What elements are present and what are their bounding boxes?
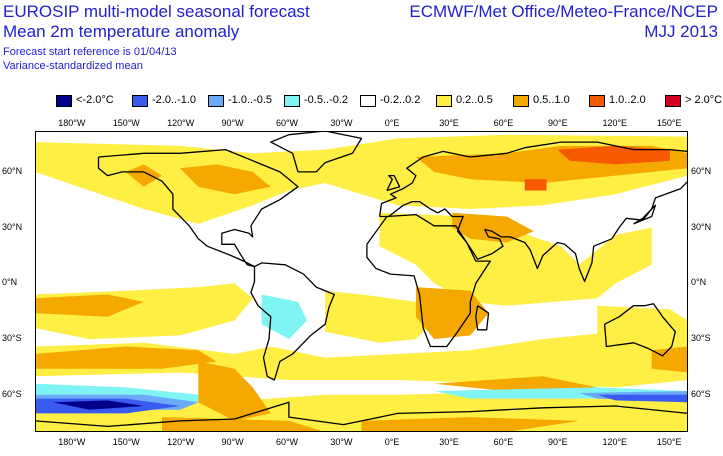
coastlines (35, 131, 688, 432)
legend-label: -1.0..-0.5 (228, 94, 273, 106)
longitude-tick-top: 0°E (384, 118, 400, 128)
legend-label: 1.0..2.0 (609, 94, 646, 106)
anomaly-region (651, 346, 688, 373)
legend-label: -0.5..-0.2 (304, 94, 349, 106)
coastline (97, 148, 299, 268)
latitude-tick-right: 30°S (691, 333, 711, 344)
longitude-tick-bottom: 60°W (275, 437, 299, 447)
longitude-tick-bottom: 150°W (112, 437, 140, 447)
anomaly-region (35, 294, 144, 317)
coastline (270, 131, 363, 173)
legend-swatch (436, 95, 452, 107)
forecast-reference: Forecast start reference is 01/04/13 (3, 46, 177, 58)
legend-swatch (284, 95, 300, 107)
anomaly-region (325, 290, 435, 343)
longitude-tick-bottom: 150°E (656, 437, 682, 447)
map-border (35, 131, 688, 432)
anomaly-region (379, 212, 652, 306)
legend-label: 0.5..1.0 (533, 94, 570, 106)
legend-label: > 2.0°C (685, 94, 723, 106)
longitude-tick-top: 120°E (602, 118, 628, 128)
latitude-tick-left: 60°N (2, 165, 23, 176)
latitude-tick-left: 30°S (2, 333, 22, 344)
anomaly-region (434, 376, 598, 392)
anomaly-region (53, 400, 144, 410)
anomaly-region (261, 294, 308, 340)
longitude-tick-bottom: 90°W (221, 437, 244, 447)
coastline (603, 303, 676, 357)
anomaly-region (452, 212, 534, 243)
longitude-tick-top: 180°W (58, 118, 86, 128)
longitude-tick-bottom: 30°E (439, 437, 459, 447)
longitude-tick-bottom: 90°E (548, 437, 568, 447)
title-variable: Mean 2m temperature anomaly (3, 22, 240, 41)
anomaly-region (35, 346, 217, 369)
latitude-tick-right: 0°N (691, 277, 707, 288)
longitude-tick-top: 90°E (548, 118, 568, 128)
anomaly-region (35, 331, 688, 388)
coastline (366, 213, 491, 348)
anomaly-field-layer (35, 134, 688, 432)
legend-swatch (513, 95, 529, 107)
legend-swatch (665, 95, 681, 107)
anomaly-region (361, 417, 580, 432)
latitude-tick-left: 0°N (2, 277, 18, 288)
color-legend: <-2.0°C -2.0..-1.0 -1.0..-0.5 -0.5..-0.2 -0.… (56, 91, 722, 111)
longitude-tick-top: 90°W (221, 118, 244, 128)
anomaly-region (162, 417, 326, 432)
longitude-tick-top: 60°E (493, 118, 514, 128)
anomaly-region (557, 145, 670, 165)
longitude-tick-top: 30°W (330, 118, 353, 128)
longitude-tick-top: 150°E (656, 118, 682, 128)
anomaly-region (597, 394, 688, 403)
legend-label: -2.0..-1.0 (152, 94, 197, 106)
longitude-tick-top: 120°W (167, 118, 195, 128)
longitude-tick-top: 30°E (439, 118, 459, 128)
longitude-tick-bottom: 180°W (58, 437, 86, 447)
longitude-tick-bottom: 120°W (167, 437, 195, 447)
method-note: Variance-standardized mean (3, 60, 143, 72)
latitude-tick-left: 30°N (2, 221, 23, 232)
legend-swatch (208, 95, 224, 107)
latitude-tick-left: 60°S (2, 388, 22, 399)
legend-label: 0.2..0.5 (456, 94, 493, 106)
anomaly-map (35, 131, 688, 432)
legend-swatch (589, 95, 605, 107)
legend-label: -0.2..0.2 (380, 94, 421, 106)
legend-swatch (360, 95, 376, 107)
coastline (378, 141, 688, 283)
coastline (250, 262, 335, 381)
longitude-tick-top: 60°W (275, 118, 299, 128)
latitude-tick-right: 30°N (691, 221, 712, 232)
longitude-tick-bottom: 60°E (493, 437, 514, 447)
coastline (35, 401, 688, 432)
title: EUROSIP multi-model seasonal forecast (3, 2, 310, 21)
map-frame (35, 131, 688, 432)
legend-label: <-2.0°C (76, 94, 114, 106)
centres: ECMWF/Met Office/Meteo-France/NCEP (409, 2, 718, 21)
anomaly-region (180, 164, 271, 195)
longitude-tick-bottom: 120°E (602, 437, 628, 447)
anomaly-region (125, 164, 162, 187)
coastline (475, 305, 490, 331)
latitude-tick-right: 60°N (691, 165, 712, 176)
anomaly-region (524, 179, 547, 191)
coastline (633, 204, 657, 225)
legend-swatch (56, 95, 72, 107)
legend-swatch (132, 95, 148, 107)
longitude-tick-top: 150°W (112, 118, 140, 128)
anomaly-region (198, 361, 271, 421)
season: MJJ 2013 (644, 22, 718, 41)
longitude-tick-bottom: 30°W (330, 437, 353, 447)
coastline (386, 174, 401, 192)
longitude-tick-bottom: 0°E (384, 437, 400, 447)
latitude-tick-right: 60°S (691, 388, 711, 399)
